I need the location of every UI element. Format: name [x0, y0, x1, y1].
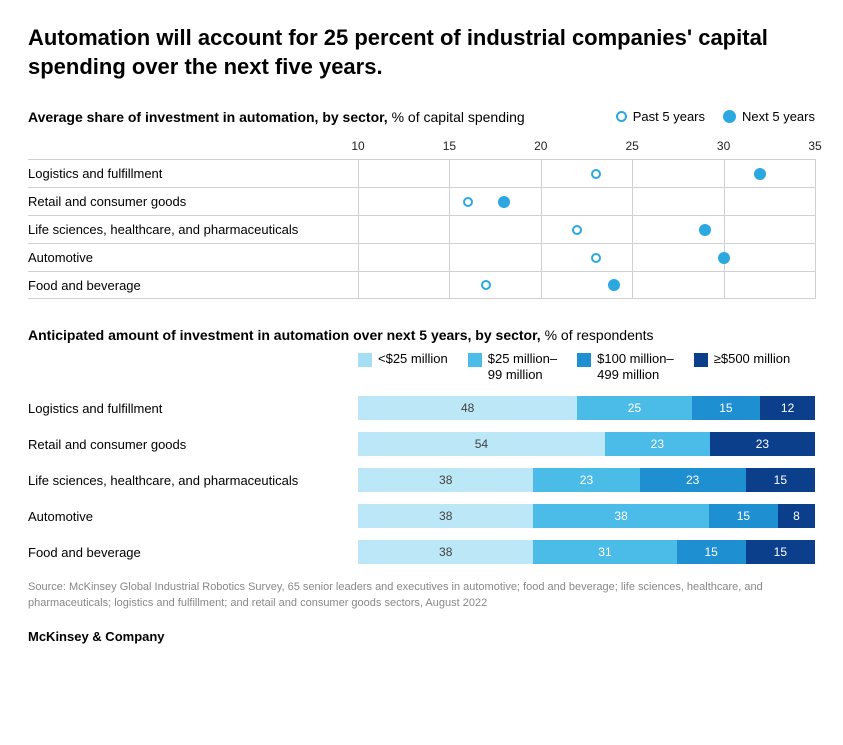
chart2-row-label: Logistics and fulfillment — [28, 401, 358, 416]
chart1-subtitle: Average share of investment in automatio… — [28, 109, 525, 125]
bar-segment: 23 — [640, 468, 746, 492]
chart1-row-label: Logistics and fulfillment — [28, 159, 358, 187]
next-marker — [718, 252, 730, 264]
chart2-row-label: Retail and consumer goods — [28, 437, 358, 452]
stacked-bar: 38311515 — [358, 540, 815, 564]
bar-segment: 25 — [577, 396, 691, 420]
chart1-plot-row — [358, 187, 815, 215]
bar-segment: 8 — [778, 504, 815, 528]
bar-segment: 31 — [533, 540, 676, 564]
bar-segment: 23 — [533, 468, 639, 492]
bar-segment: 48 — [358, 396, 577, 420]
bar-segment: 38 — [358, 504, 533, 528]
chart1-legend: Past 5 years Next 5 years — [616, 109, 815, 124]
chart2-row-label: Life sciences, healthcare, and pharmaceu… — [28, 473, 358, 488]
past-marker-icon — [616, 111, 627, 122]
chart2-legend-item: ≥$500 million — [694, 351, 791, 367]
past-marker — [591, 253, 601, 263]
bar-segment: 38 — [358, 540, 533, 564]
chart2-row-label: Automotive — [28, 509, 358, 524]
source-note: Source: McKinsey Global Industrial Robot… — [28, 580, 815, 611]
axis-tick: 30 — [717, 139, 730, 153]
legend-swatch — [468, 353, 482, 367]
chart2-row: Life sciences, healthcare, and pharmaceu… — [28, 464, 815, 496]
chart1-plot-row — [358, 271, 815, 299]
past-marker — [463, 197, 473, 207]
axis-tick: 20 — [534, 139, 547, 153]
bar-segment: 54 — [358, 432, 605, 456]
next-marker — [498, 196, 510, 208]
bar-segment: 15 — [746, 468, 815, 492]
chart1: Logistics and fulfillmentRetail and cons… — [28, 139, 815, 299]
axis-tick: 25 — [626, 139, 639, 153]
stacked-bar: 3838158 — [358, 504, 815, 528]
next-marker-icon — [723, 110, 736, 123]
chart1-row-label: Food and beverage — [28, 271, 358, 299]
bar-segment: 23 — [605, 432, 710, 456]
chart1-x-axis: 101520253035 — [358, 139, 815, 159]
chart1-plot-row — [358, 215, 815, 243]
past-marker — [591, 169, 601, 179]
bar-segment: 38 — [358, 468, 533, 492]
chart2-subtitle: Anticipated amount of investment in auto… — [28, 327, 815, 343]
next-marker — [699, 224, 711, 236]
axis-tick: 35 — [808, 139, 821, 153]
next-marker — [754, 168, 766, 180]
bar-segment: 15 — [692, 396, 761, 420]
bar-segment: 38 — [533, 504, 708, 528]
legend-swatch — [694, 353, 708, 367]
bar-segment: 23 — [710, 432, 815, 456]
legend-label: ≥$500 million — [714, 351, 791, 367]
stacked-bar: 542323 — [358, 432, 815, 456]
legend-swatch — [577, 353, 591, 367]
past-marker — [481, 280, 491, 290]
legend-label: <$25 million — [378, 351, 448, 367]
axis-tick: 15 — [443, 139, 456, 153]
bar-segment: 12 — [760, 396, 815, 420]
chart1-row-label: Automotive — [28, 243, 358, 271]
chart2-row: Logistics and fulfillment48251512 — [28, 392, 815, 424]
page-title: Automation will account for 25 percent o… — [28, 24, 815, 81]
chart2: Logistics and fulfillment48251512Retail … — [28, 392, 815, 568]
chart2-legend-item: <$25 million — [358, 351, 448, 367]
chart2-row: Retail and consumer goods542323 — [28, 428, 815, 460]
legend-past-label: Past 5 years — [633, 109, 705, 124]
next-marker — [608, 279, 620, 291]
chart2-row: Automotive3838158 — [28, 500, 815, 532]
legend-label: $25 million–99 million — [488, 351, 557, 382]
legend-label: $100 million–499 million — [597, 351, 674, 382]
bar-segment: 15 — [709, 504, 778, 528]
chart2-legend-item: $25 million–99 million — [468, 351, 557, 382]
legend-next-label: Next 5 years — [742, 109, 815, 124]
bar-segment: 15 — [746, 540, 815, 564]
stacked-bar: 38232315 — [358, 468, 815, 492]
past-marker — [572, 225, 582, 235]
legend-swatch — [358, 353, 372, 367]
chart2-legend: <$25 million $25 million–99 million $100 m… — [358, 351, 815, 382]
chart1-row-label: Life sciences, healthcare, and pharmaceu… — [28, 215, 358, 243]
stacked-bar: 48251512 — [358, 396, 815, 420]
chart2-legend-item: $100 million–499 million — [577, 351, 674, 382]
brand-label: McKinsey & Company — [28, 629, 815, 644]
bar-segment: 15 — [677, 540, 746, 564]
chart2-row: Food and beverage38311515 — [28, 536, 815, 568]
chart1-plot-row — [358, 243, 815, 271]
chart1-row-label: Retail and consumer goods — [28, 187, 358, 215]
axis-tick: 10 — [351, 139, 364, 153]
chart2-row-label: Food and beverage — [28, 545, 358, 560]
chart1-plot-row — [358, 159, 815, 187]
